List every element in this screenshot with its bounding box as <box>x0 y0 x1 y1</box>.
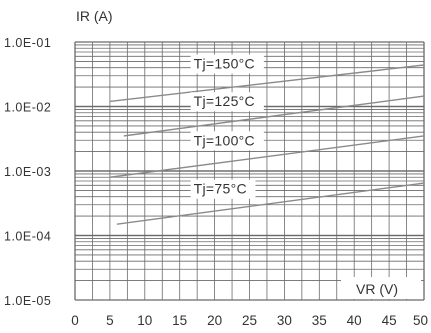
y-tick-label: 1.0E-02 <box>4 101 51 115</box>
x-tick-label: 20 <box>207 313 222 328</box>
x-axis-label-background <box>341 277 421 299</box>
x-tick-label: 25 <box>242 313 257 328</box>
series-line-0 <box>109 64 425 103</box>
curve-label-2: Tj=100°C <box>194 132 255 148</box>
x-tick-label: 30 <box>277 313 292 328</box>
grid <box>74 41 425 301</box>
x-tick-labels: 0 5 10 15 20 25 30 35 40 45 50 <box>71 313 428 328</box>
x-tick-label: 35 <box>312 313 327 328</box>
series-line-3 <box>116 182 425 225</box>
x-tick-label: 10 <box>137 313 152 328</box>
y-tick-label: 1.0E-04 <box>4 230 51 244</box>
x-tick-label: 5 <box>106 313 114 328</box>
curve-label-1: Tj=125°C <box>194 93 255 109</box>
series-line-2 <box>109 135 425 178</box>
curve-label-background <box>190 179 256 199</box>
x-tick-label: 45 <box>382 313 397 328</box>
curve-label-background <box>190 131 264 151</box>
x-axis-label: VR (V) <box>356 281 398 297</box>
curve-labels: Tj=150°C Tj=125°C Tj=100°C Tj=75°C <box>190 54 264 199</box>
curve-label-background <box>190 54 264 74</box>
x-tick-label: 40 <box>347 313 362 328</box>
x-tick-label: 50 <box>413 313 428 328</box>
series-line-1 <box>123 95 425 137</box>
curve-label-3: Tj=75°C <box>194 181 247 197</box>
curve-label-0: Tj=150°C <box>194 56 255 72</box>
x-tick-label: 0 <box>71 313 79 328</box>
y-tick-label: 1.0E-05 <box>4 294 51 308</box>
x-tick-label: 15 <box>172 313 187 328</box>
y-tick-label: 1.0E-03 <box>4 165 51 179</box>
y-tick-label: 1.0E-01 <box>4 36 51 50</box>
y-axis-label: IR (A) <box>76 8 113 24</box>
curve-label-background <box>190 92 264 112</box>
curves <box>109 64 425 225</box>
y-tick-labels: 1.0E-05 1.0E-04 1.0E-03 1.0E-02 1.0E-01 <box>4 36 51 308</box>
